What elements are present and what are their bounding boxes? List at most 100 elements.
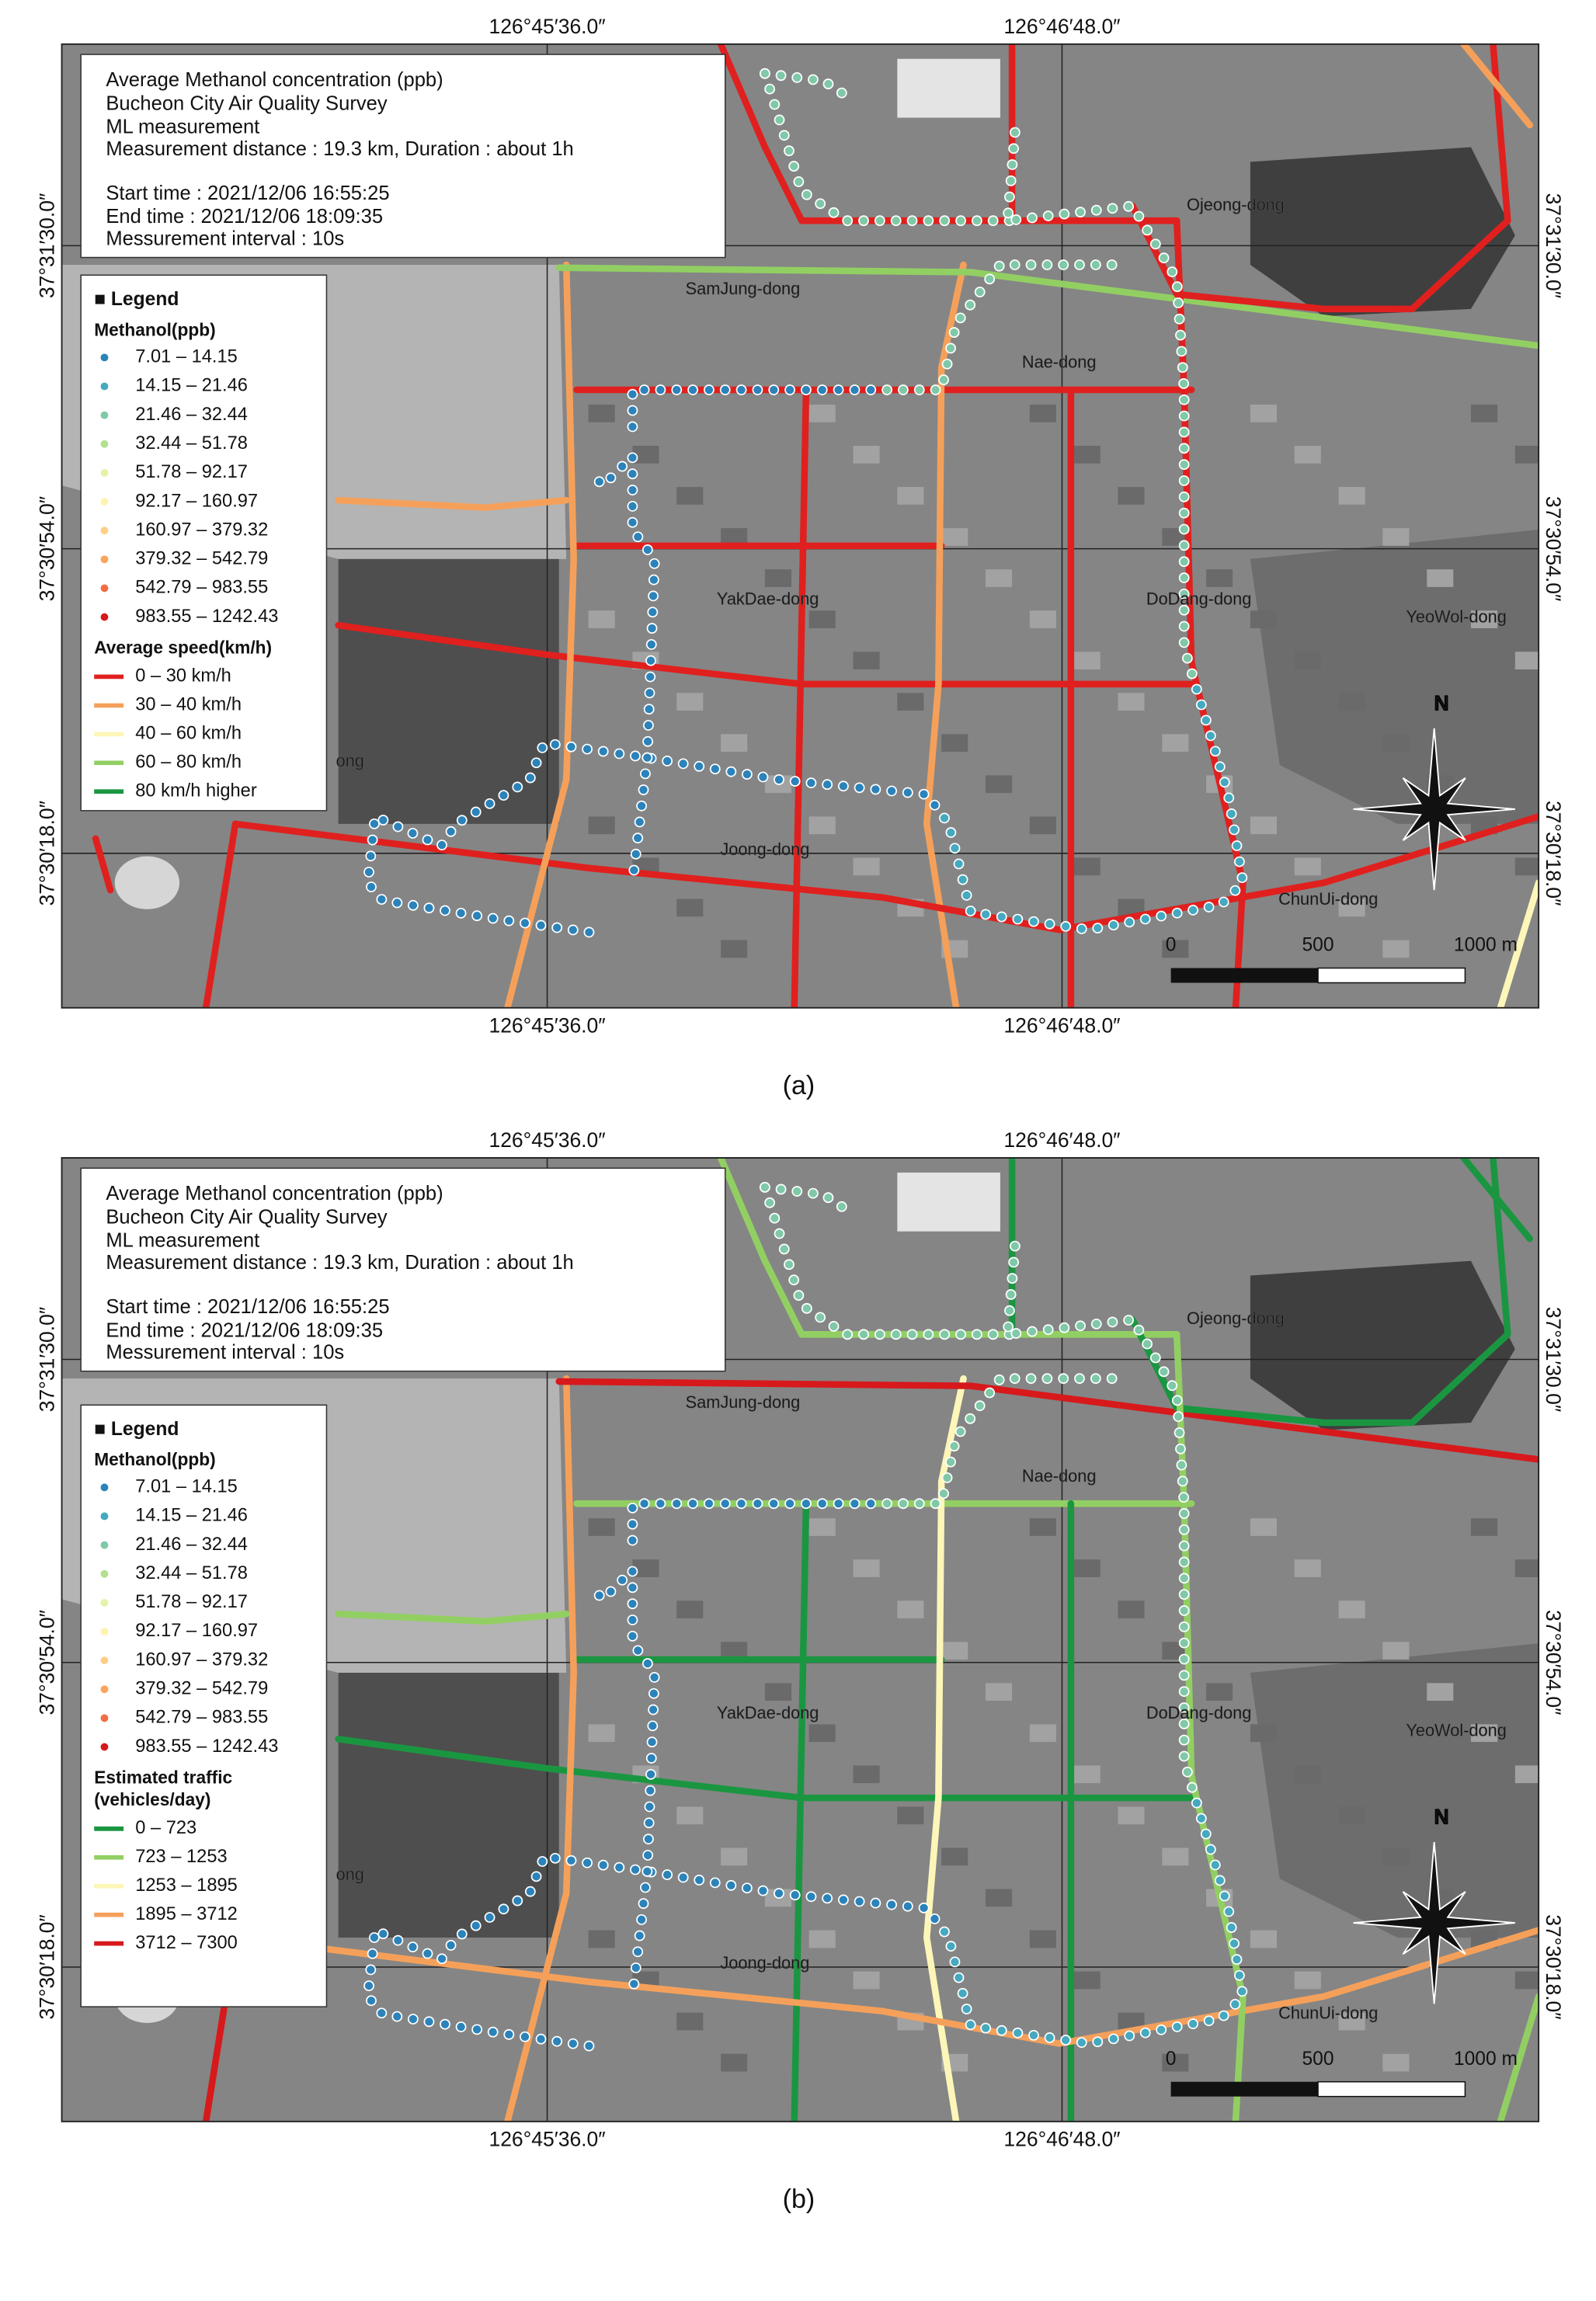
- scale-label: 500: [1302, 2049, 1334, 2070]
- measurement-point: [939, 215, 951, 227]
- measurement-point: [671, 1498, 683, 1510]
- measurement-point: [423, 2016, 435, 2028]
- measurement-point: [1171, 281, 1183, 293]
- measurement-point: [1009, 259, 1021, 270]
- measurement-point: [1107, 203, 1118, 214]
- measurement-point: [470, 1920, 482, 1931]
- measurement-point: [898, 384, 909, 395]
- measurement-point: [764, 1197, 776, 1208]
- block: [721, 1642, 748, 1660]
- block: [1514, 1765, 1539, 1784]
- measurement-point: [805, 1891, 817, 1903]
- block: [588, 1518, 615, 1536]
- measurement-point: [971, 1329, 982, 1340]
- block: [1471, 1724, 1498, 1743]
- measurement-point: [822, 1192, 834, 1204]
- measurement-point: [642, 1834, 654, 1845]
- place-label: YakDae-dong: [717, 589, 819, 609]
- map-frame: [61, 1157, 1540, 2122]
- measurement-point: [784, 145, 795, 157]
- legend-label: 7.01 – 14.15: [135, 1477, 238, 1497]
- measurement-point: [784, 1259, 795, 1270]
- measurement-point: [1090, 259, 1101, 270]
- block: [1029, 1930, 1056, 1948]
- measurement-point: [842, 1329, 854, 1340]
- measurement-point: [648, 1688, 659, 1699]
- measurement-point: [636, 1913, 647, 1925]
- measurement-point: [366, 881, 377, 893]
- measurement-point: [961, 889, 972, 901]
- measurement-point: [642, 752, 653, 763]
- measurement-point: [498, 790, 509, 801]
- block: [808, 1930, 836, 1948]
- block: [1514, 652, 1539, 669]
- measurement-point: [1223, 1906, 1235, 1917]
- measurement-point: [1178, 443, 1190, 454]
- legend-label: 51.78 – 92.17: [135, 462, 248, 482]
- legend-dot: [100, 382, 109, 391]
- measurement-point: [1178, 588, 1190, 600]
- measurement-point: [769, 99, 781, 110]
- coord-label: 37°31′30.0″: [36, 193, 59, 299]
- measurement-point: [1123, 1315, 1135, 1326]
- map-panel: Ojeong-dong SamJung-dong Nae-dong YakDae-do…: [36, 1128, 1566, 2214]
- measurement-point: [1012, 2027, 1024, 2039]
- measurement-point: [953, 1972, 965, 1983]
- legend-dot: [100, 1628, 109, 1635]
- measurement-point: [630, 848, 642, 860]
- measurement-point: [392, 1934, 404, 1946]
- measurement-point: [1059, 1322, 1070, 1333]
- measurement-point: [815, 198, 826, 210]
- coord-label: 126°46′48.0″: [1003, 15, 1120, 38]
- coord-label: 37°30′54.0″: [1542, 496, 1565, 602]
- legend-label: 983.55 – 1242.43: [135, 1736, 278, 1757]
- measurement-point: [627, 405, 638, 416]
- block: [1294, 1559, 1321, 1577]
- info-line: Average Methanol concentration (ppb): [106, 69, 443, 91]
- measurement-point: [774, 1888, 784, 1899]
- legend-label: 30 – 40 km/h: [135, 695, 242, 715]
- road: [1497, 1993, 1539, 2122]
- measurement-point: [769, 1212, 781, 1224]
- road: [555, 264, 1539, 349]
- block: [897, 487, 924, 505]
- measurement-point: [898, 1498, 909, 1510]
- measurement-point: [694, 760, 705, 772]
- coord-label: 126°46′48.0″: [1003, 2127, 1120, 2150]
- measurement-point: [1186, 668, 1198, 680]
- measurement-point: [597, 746, 609, 757]
- measurement-point: [759, 68, 770, 79]
- measurement-point: [627, 1630, 638, 1642]
- measurement-point: [807, 1187, 819, 1199]
- block: [808, 610, 836, 628]
- measurement-point: [648, 558, 660, 569]
- measurement-point: [1178, 1702, 1190, 1713]
- measurement-point: [1139, 2027, 1151, 2039]
- measurement-point: [470, 806, 482, 818]
- measurement-point: [456, 815, 468, 826]
- measurement-point: [1171, 2021, 1183, 2032]
- measurement-point: [815, 1312, 826, 1323]
- legend-dot: [100, 1598, 109, 1607]
- measurement-point: [1027, 1326, 1038, 1337]
- measurement-point: [643, 1817, 655, 1829]
- measurement-point: [858, 215, 869, 227]
- measurement-point: [1007, 1273, 1018, 1284]
- measurement-point: [1229, 1938, 1240, 1949]
- measurement-point: [703, 1498, 715, 1510]
- block: [1514, 446, 1539, 464]
- measurement-point: [822, 78, 834, 89]
- measurement-point: [955, 215, 966, 227]
- measurement-point: [849, 1498, 861, 1510]
- measurement-point: [1234, 856, 1245, 867]
- block: [808, 1518, 836, 1536]
- legend-dot: [100, 1512, 109, 1521]
- block: [1338, 899, 1365, 917]
- measurement-point: [646, 623, 658, 634]
- measurement-point: [567, 2038, 579, 2049]
- measurement-point: [640, 1882, 651, 1893]
- block: [1029, 1518, 1056, 1536]
- measurement-point: [363, 867, 374, 878]
- map-frame: [61, 43, 1540, 1009]
- measurement-point: [1107, 919, 1119, 931]
